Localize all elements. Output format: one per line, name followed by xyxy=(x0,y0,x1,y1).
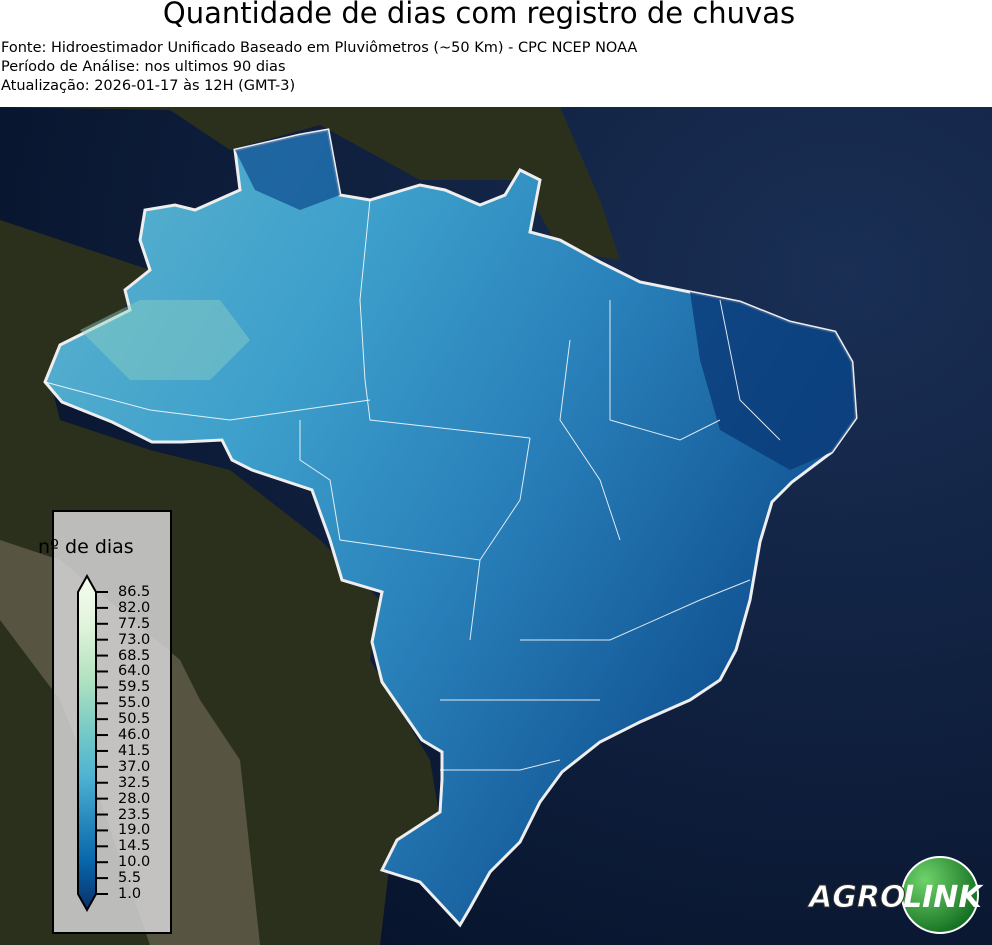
colorbar-tick-label: 46.0 xyxy=(118,727,151,744)
colorbar xyxy=(77,574,108,913)
low-rain-roraima xyxy=(235,130,340,210)
svg-text:AGRO: AGRO xyxy=(807,880,905,915)
colorbar-tick-label: 68.5 xyxy=(118,647,151,664)
colorbar-tick-label: 37.0 xyxy=(118,758,151,775)
colorbar-tick-label: 14.5 xyxy=(118,838,151,855)
low-rain-northeast xyxy=(690,292,856,470)
high-rain-amazon xyxy=(80,300,250,380)
colorbar-tick-label: 55.0 xyxy=(118,695,151,712)
colorbar-tick-label: 1.0 xyxy=(118,886,142,902)
colorbar-tick-label: 73.0 xyxy=(118,631,151,648)
colorbar-tick-label: 5.5 xyxy=(118,870,142,887)
colorbar-tick-label: 59.5 xyxy=(118,679,151,696)
colorbar-tick-label: 32.5 xyxy=(118,774,151,791)
svg-text:LINK: LINK xyxy=(903,880,984,915)
period-text: Período de Análise: nos ultimos 90 dias xyxy=(1,59,286,75)
colorbar-legend: nº de dias 86.5 82.0 77.5 73.0 68.5 64.0 59.5 5… xyxy=(38,510,172,934)
colorbar-tick-label: 77.5 xyxy=(118,615,151,632)
colorbar-tick-label: 64.0 xyxy=(118,663,151,680)
colorbar-tick-label: 82.0 xyxy=(118,599,151,616)
colorbar-tick-label: 41.5 xyxy=(118,742,151,759)
brazil-rain-field xyxy=(43,128,858,928)
state-borders xyxy=(44,199,781,771)
colorbar-tick-label: 19.0 xyxy=(118,822,151,839)
colorbar-tick-label: 23.5 xyxy=(118,806,151,823)
source-text: Fonte: Hidroestimador Unificado Baseado … xyxy=(1,40,638,56)
map-title: Quantidade de dias com registro de chuva… xyxy=(162,0,796,30)
colorbar-tick-label: 28.0 xyxy=(118,790,151,807)
colorbar-tick-label: 50.5 xyxy=(118,711,151,728)
colorbar-tick-label: 86.5 xyxy=(118,584,151,600)
agrolink-logo: AGRO LINK xyxy=(807,856,984,934)
colorbar-tick-label: 10.0 xyxy=(118,854,151,871)
legend-title: nº de dias xyxy=(38,536,134,558)
updated-text: Atualização: 2026-01-17 às 12H (GMT-3) xyxy=(1,78,296,94)
